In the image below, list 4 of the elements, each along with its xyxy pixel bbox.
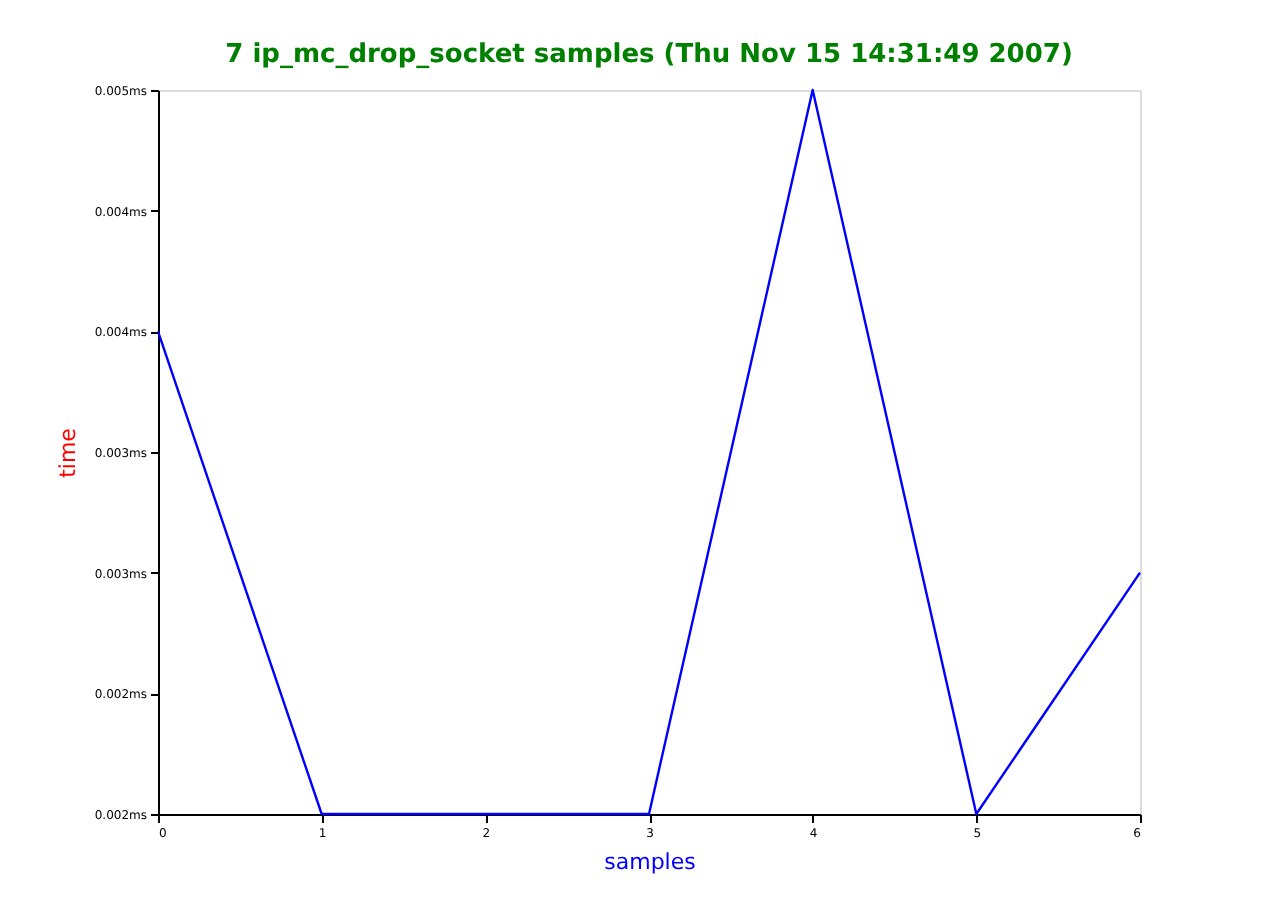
chart-title: 7 ip_mc_drop_socket samples (Thu Nov 15 14:31:49 2007) [225,40,1073,70]
x-axis-title: samples [604,849,697,875]
line-series [156,88,1142,816]
y-axis-title: time [54,427,81,478]
